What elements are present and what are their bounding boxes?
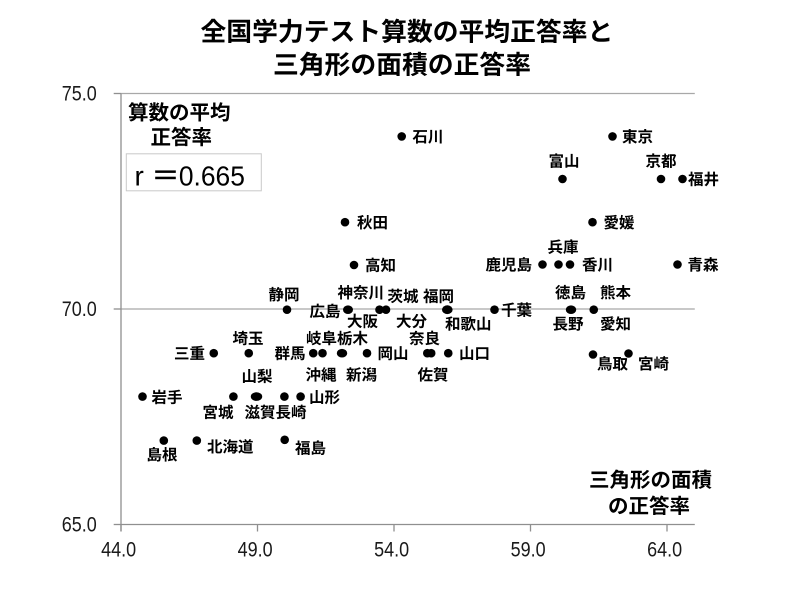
svg-text:75.0: 75.0 (62, 83, 97, 106)
svg-text:59.0: 59.0 (511, 538, 546, 561)
svg-text:49.0: 49.0 (238, 538, 273, 561)
svg-text:0.665: 0.665 (179, 161, 245, 192)
svg-text:70.0: 70.0 (62, 298, 97, 321)
svg-text:44.0: 44.0 (101, 538, 136, 561)
svg-text:54.0: 54.0 (374, 538, 409, 561)
svg-text:r: r (135, 161, 144, 192)
svg-text:65.0: 65.0 (62, 514, 97, 537)
svg-text:64.0: 64.0 (647, 538, 682, 561)
